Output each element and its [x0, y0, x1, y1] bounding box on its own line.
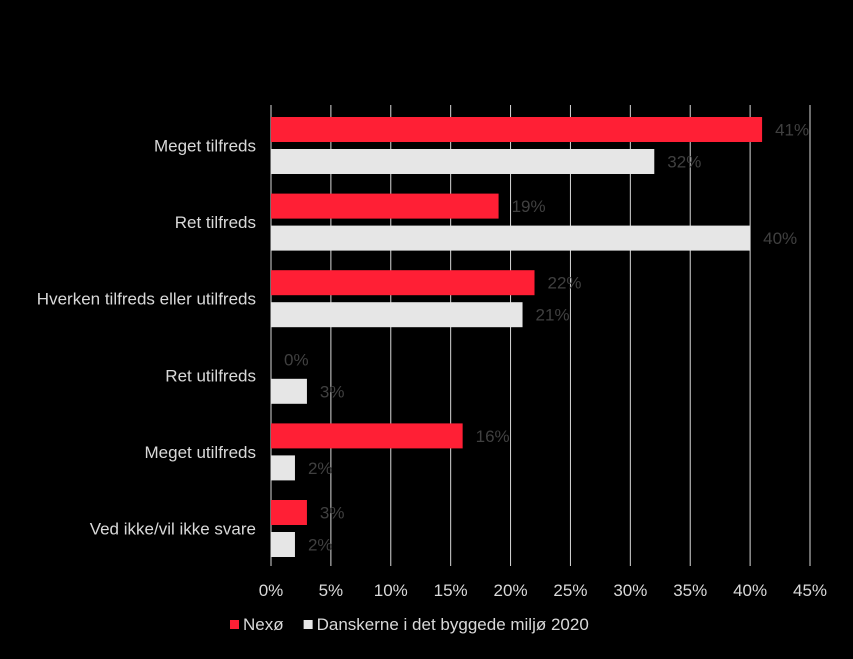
- data-label: 19%: [512, 197, 546, 216]
- data-labels: 41% 32% 19% 40% 22% 21% 0% 3% 16% 2% 3% 2%: [284, 121, 809, 555]
- x-axis-ticks: 0% 5% 10% 15% 20% 25% 30% 35% 40% 45%: [259, 581, 827, 600]
- bar: [271, 500, 307, 525]
- x-tick-label: 25%: [553, 581, 587, 600]
- x-tick-label: 10%: [374, 581, 408, 600]
- legend-swatch: [230, 620, 239, 629]
- data-label: 2%: [308, 459, 333, 478]
- bar: [271, 270, 535, 296]
- legend-swatch: [303, 620, 313, 629]
- category-label: Ret utilfreds: [165, 366, 256, 385]
- data-label: 0%: [284, 350, 309, 369]
- bars: [271, 117, 763, 557]
- x-tick-label: 15%: [434, 581, 468, 600]
- data-label: 3%: [320, 504, 345, 523]
- x-tick-label: 5%: [319, 581, 344, 600]
- bar: [271, 193, 499, 219]
- category-label: Ved ikke/vil ikke svare: [90, 520, 256, 539]
- bar: [271, 423, 463, 449]
- category-label: Meget tilfreds: [154, 137, 256, 156]
- category-label: Ret tilfreds: [175, 213, 256, 232]
- bar: [271, 378, 307, 404]
- category-label: Hverken tilfreds eller utilfreds: [37, 290, 256, 309]
- data-label: 16%: [476, 427, 510, 446]
- x-tick-label: 45%: [793, 581, 827, 600]
- category-label: Meget utilfreds: [145, 443, 257, 462]
- legend: Nexø Danskerne i det byggede miljø 2020: [230, 615, 589, 634]
- bar: [271, 455, 295, 481]
- data-label: 21%: [536, 306, 570, 325]
- x-tick-label: 40%: [733, 581, 767, 600]
- data-label: 22%: [548, 274, 582, 293]
- bar: [271, 302, 523, 328]
- bar: [271, 532, 295, 557]
- data-label: 41%: [775, 121, 809, 140]
- x-tick-label: 0%: [259, 581, 284, 600]
- bar: [271, 225, 751, 251]
- gridlines: [270, 105, 811, 566]
- data-label: 32%: [667, 153, 701, 172]
- data-label: 40%: [763, 229, 797, 248]
- data-label: 3%: [320, 382, 345, 401]
- x-tick-label: 35%: [673, 581, 707, 600]
- legend-label: Danskerne i det byggede miljø 2020: [317, 615, 589, 634]
- category-labels: Meget tilfreds Ret tilfreds Hverken tilfre…: [37, 137, 256, 539]
- legend-label: Nexø: [243, 615, 284, 634]
- x-tick-label: 20%: [494, 581, 528, 600]
- bar: [271, 149, 655, 174]
- bar: [271, 117, 763, 142]
- x-tick-label: 30%: [613, 581, 647, 600]
- data-label: 2%: [308, 536, 333, 555]
